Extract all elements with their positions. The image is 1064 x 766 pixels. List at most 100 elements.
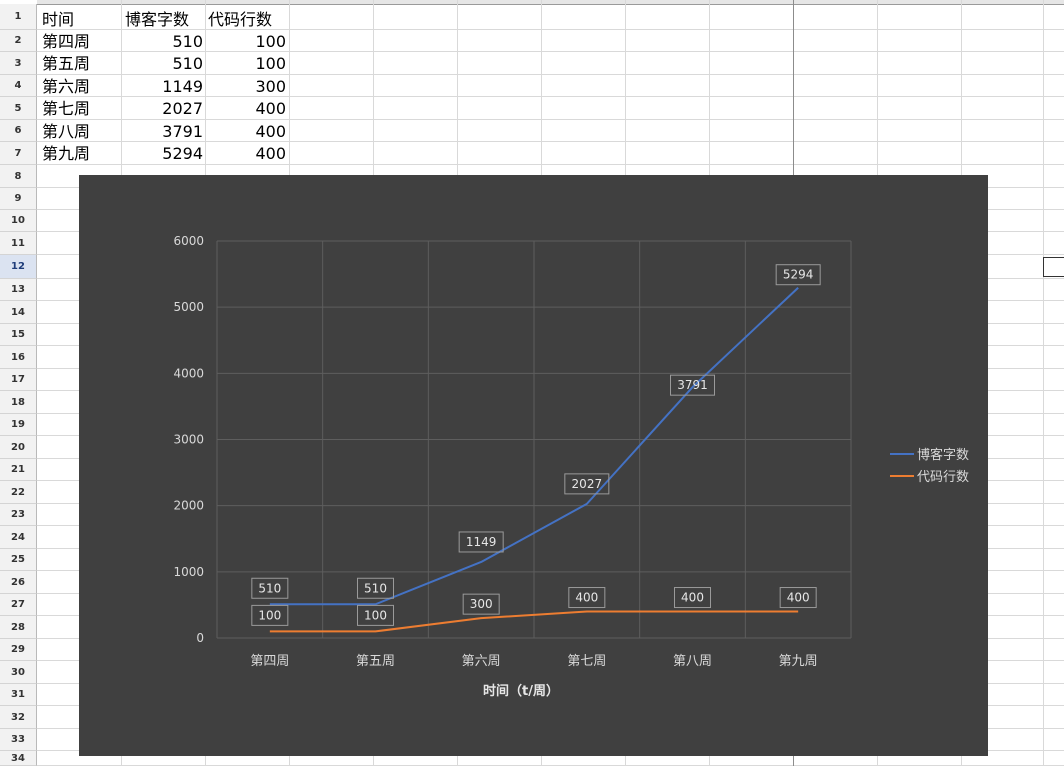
row-header-29[interactable]: 29 [0,639,37,661]
row-gridline [37,51,1064,52]
data-label-box [357,604,394,626]
row-header-22[interactable]: 22 [0,481,37,504]
line-chart[interactable]: 0 1000 2000 3000 4000 5000 6000 第四周 第五周 第六周 第七周 第八… [79,175,988,756]
row-header-25[interactable]: 25 [0,549,37,571]
row-gridline [37,29,1064,30]
row-header-16[interactable]: 16 [0,346,37,369]
row-header-18[interactable]: 18 [0,391,37,414]
row-header-10[interactable]: 10 [0,210,37,232]
data-label-code: 100 [251,604,289,626]
blog-count-cell[interactable]: 2027 [162,99,203,118]
blog-count-cell[interactable]: 1149 [162,77,203,96]
data-label-text: 3791 [677,378,708,392]
code-lines-cell[interactable]: 100 [255,54,286,73]
row-header-20[interactable]: 20 [0,436,37,459]
header-cell-blog[interactable]: 博客字数 [125,10,190,29]
series-line-blog [269,286,799,606]
week-cell[interactable]: 第九周 [42,144,91,163]
y-tick-label: 1000 [173,565,204,579]
week-cell[interactable]: 第七周 [42,99,91,118]
data-label-code: 400 [779,587,817,609]
chart-data-labels: 510 510 1149 2027 3791 5294 100 100 300 400 400 400 [251,264,821,626]
blog-count-cell[interactable]: 3791 [162,122,203,141]
data-label-code: 400 [674,587,711,609]
code-lines-cell[interactable]: 400 [255,99,286,118]
row-header-7[interactable]: 7 [0,142,37,165]
data-label-text: 1149 [466,535,497,549]
x-axis-title: 时间（t/周） [483,683,559,699]
y-tick-label: 6000 [173,234,204,248]
row-header-9[interactable]: 9 [0,188,37,210]
y-tick-label: 3000 [173,433,204,447]
blog-count-cell[interactable]: 510 [172,54,203,73]
row-header-12[interactable]: 12 [0,255,37,279]
row-header-23[interactable]: 23 [0,504,37,526]
row-header-6[interactable]: 6 [0,120,37,142]
row-header-27[interactable]: 27 [0,594,37,616]
row-header-8[interactable]: 8 [0,165,37,188]
row-header-30[interactable]: 30 [0,661,37,684]
blog-count-cell[interactable]: 5294 [162,144,203,163]
row-header-28[interactable]: 28 [0,616,37,639]
week-cell[interactable]: 第五周 [42,54,91,73]
code-lines-cell[interactable]: 100 [255,32,286,51]
row-header-31[interactable]: 31 [0,684,37,706]
code-lines-cell[interactable]: 400 [255,144,286,163]
row-gridline [37,96,1064,97]
row-header-32[interactable]: 32 [0,706,37,729]
row-header-15[interactable]: 15 [0,324,37,346]
blog-count-cell[interactable]: 510 [172,32,203,51]
data-label-text: 300 [470,597,493,611]
row-header-2[interactable]: 2 [0,30,37,52]
active-cell-selection[interactable] [1043,257,1064,277]
legend-item: 博客字数 [890,447,969,463]
data-label-box [462,593,500,615]
data-label-text: 5294 [783,268,814,282]
legend-label: 博客字数 [917,447,969,463]
column-gridline [1043,0,1044,766]
data-label-box [568,587,606,609]
data-label-text: 510 [258,581,281,595]
x-axis-tick-labels: 第四周 第五周 第六周 第七周 第八周 第九周 [250,654,817,669]
data-label-box [251,577,289,599]
row-header-14[interactable]: 14 [0,301,37,324]
row-header-34[interactable]: 34 [0,751,37,766]
row-header-5[interactable]: 5 [0,97,37,120]
week-cell[interactable]: 第四周 [42,32,91,51]
row-header-17[interactable]: 17 [0,369,37,391]
data-label-text: 100 [258,608,281,622]
row-gridline [37,164,1064,165]
column-header-bar[interactable] [37,0,1064,5]
data-label-text: 400 [575,591,598,605]
chart-gridlines [216,240,852,639]
week-cell[interactable]: 第八周 [42,122,91,141]
header-cell-time[interactable]: 时间 [42,10,75,29]
data-label-text: 2027 [572,477,603,491]
header-cell-code[interactable]: 代码行数 [208,10,273,29]
row-gridline [37,74,1064,75]
data-label-text: 400 [681,591,704,605]
data-label-box [775,264,821,286]
week-cell[interactable]: 第六周 [42,77,91,96]
row-header-24[interactable]: 24 [0,526,37,549]
data-label-code: 100 [357,604,394,626]
code-lines-cell[interactable]: 400 [255,122,286,141]
x-tick-label: 第七周 [567,654,606,669]
code-lines-cell[interactable]: 300 [255,77,286,96]
row-header-1[interactable]: 1 [0,4,37,30]
x-tick-label: 第四周 [250,654,289,669]
y-tick-label: 0 [196,631,204,645]
data-label-text: 100 [364,608,387,622]
row-header-4[interactable]: 4 [0,75,37,97]
row-header-3[interactable]: 3 [0,52,37,75]
y-tick-label: 4000 [173,366,204,380]
row-header-21[interactable]: 21 [0,459,37,481]
row-header-33[interactable]: 33 [0,729,37,751]
row-header-19[interactable]: 19 [0,414,37,436]
data-label-blog: 510 [357,577,394,599]
data-label-box [670,374,715,396]
row-header-13[interactable]: 13 [0,279,37,301]
x-tick-label: 第九周 [779,654,818,669]
row-header-11[interactable]: 11 [0,232,37,255]
row-header-26[interactable]: 26 [0,571,37,594]
